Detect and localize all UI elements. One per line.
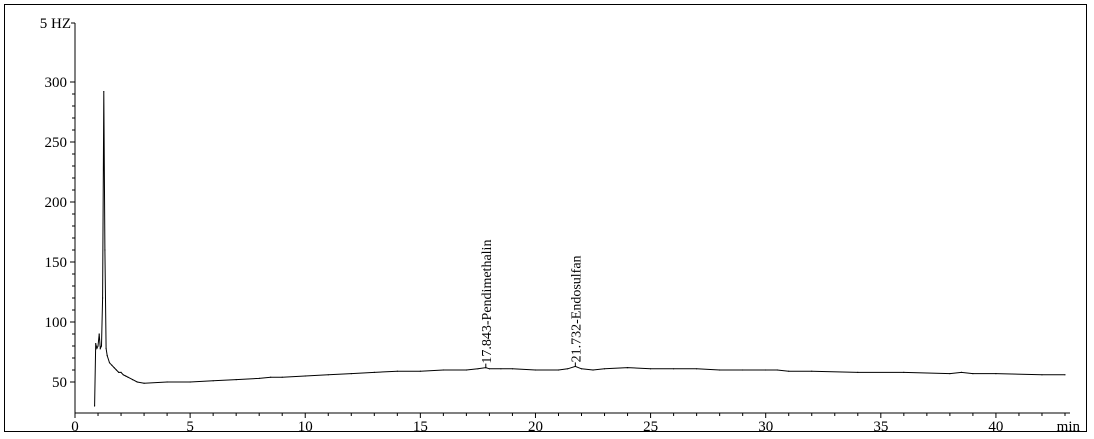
y-tick-label: 150 (45, 255, 68, 271)
data-point (125, 375, 126, 376)
x-tick-label: 20 (528, 419, 543, 433)
data-point (305, 375, 306, 376)
data-point (489, 368, 490, 369)
data-point (103, 91, 104, 92)
y-tick-label: 300 (45, 75, 68, 91)
data-point (857, 372, 858, 373)
data-point (581, 368, 582, 369)
data-point (673, 368, 674, 369)
data-point (132, 379, 133, 380)
data-point (558, 369, 559, 370)
data-point (351, 373, 352, 374)
data-point (374, 372, 375, 373)
data-point (650, 368, 651, 369)
x-tick-label: 15 (413, 419, 428, 433)
annotations-layer: 17.843-Pendimethalin 21.732-Endosulfan (480, 240, 585, 368)
data-point (190, 381, 191, 382)
y-tick-label: 250 (45, 135, 68, 151)
data-point (696, 368, 697, 369)
data-point (466, 369, 467, 370)
data-point (137, 381, 138, 382)
data-point (443, 369, 444, 370)
x-tick-label: 10 (298, 419, 313, 433)
data-point (127, 377, 128, 378)
x-tick-label: 5 (186, 419, 194, 433)
data-point (512, 368, 513, 369)
y-tick-label: 100 (45, 315, 68, 331)
data-point (500, 368, 501, 369)
data-point (788, 371, 789, 372)
data-point (100, 348, 101, 349)
data-point (995, 373, 996, 374)
data-point (567, 368, 568, 369)
y-tick-label: 50 (52, 375, 67, 391)
data-point (949, 373, 950, 374)
data-point (96, 348, 97, 349)
data-point (1041, 374, 1042, 375)
data-point (477, 368, 478, 369)
data-point (99, 333, 100, 334)
data-point (94, 405, 95, 406)
data-point (328, 374, 329, 375)
data-point (719, 369, 720, 370)
chart-frame: 5 HZ 50 100 150 200 250 300 0 5 10 15 20 25 30 35 40 min… (4, 4, 1087, 432)
data-point (742, 369, 743, 370)
data-point (101, 345, 102, 346)
y-axis-unit-label: 5 HZ (40, 16, 71, 32)
data-point (236, 379, 237, 380)
data-point (118, 372, 119, 373)
y-tick-label: 200 (45, 195, 68, 211)
data-point (166, 381, 167, 382)
peak-label: 21.732-Endosulfan (569, 255, 584, 362)
data-point (95, 343, 96, 344)
data-point (120, 372, 121, 373)
data-point (604, 368, 605, 369)
data-point (972, 373, 973, 374)
data-point (109, 362, 110, 363)
x-axis-unit-label: min (1057, 419, 1081, 433)
data-point (1064, 374, 1065, 375)
ticks: 5 HZ 50 100 150 200 250 300 0 5 10 15 20 25 30 35 40 min (40, 16, 1081, 433)
data-point (143, 383, 144, 384)
data-point (114, 367, 115, 368)
data-point (961, 372, 962, 373)
chromatogram-chart: 5 HZ 50 100 150 200 250 300 0 5 10 15 20 25 30 35 40 min… (5, 5, 1088, 433)
data-point (116, 369, 117, 370)
data-point (97, 345, 98, 346)
data-point (282, 377, 283, 378)
data-point (107, 355, 108, 356)
data-point (535, 369, 536, 370)
x-tick-label: 35 (873, 419, 888, 433)
data-point (777, 369, 778, 370)
data-point (592, 369, 593, 370)
data-point (259, 378, 260, 379)
data-point (102, 297, 103, 298)
data-point (123, 374, 124, 375)
data-point (111, 365, 112, 366)
x-tick-label: 0 (71, 419, 79, 433)
data-point (811, 371, 812, 372)
data-point (105, 348, 106, 349)
data-point (903, 372, 904, 373)
x-tick-label: 40 (988, 419, 1003, 433)
data-point (420, 371, 421, 372)
data-point (104, 249, 105, 250)
data-point (270, 377, 271, 378)
x-tick-label: 25 (643, 419, 658, 433)
data-point (627, 367, 628, 368)
peak-label: 17.843-Pendimethalin (480, 240, 495, 364)
x-tick-label: 30 (758, 419, 773, 433)
data-point (213, 380, 214, 381)
data-point (765, 369, 766, 370)
data-point (397, 371, 398, 372)
